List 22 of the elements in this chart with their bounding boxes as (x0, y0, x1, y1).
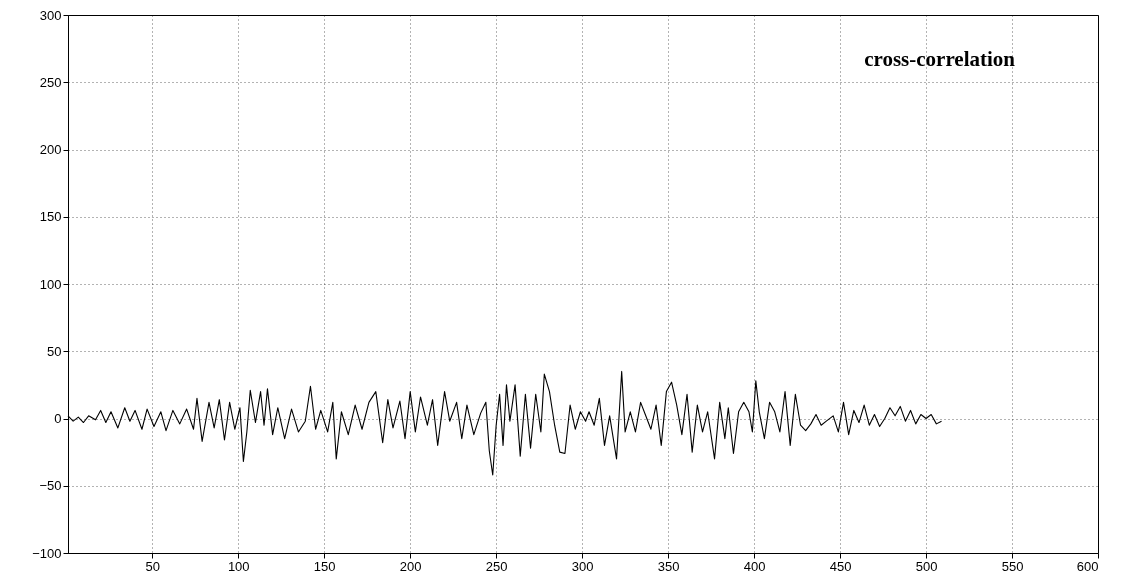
y-tick-label: 100 (39, 276, 62, 292)
x-tick-label: 400 (743, 558, 766, 574)
y-tick-label: 250 (39, 74, 62, 90)
x-tick-label: 250 (485, 558, 508, 574)
x-tick-label: 300 (571, 558, 594, 574)
x-tick-label: 500 (915, 558, 938, 574)
y-tick-label: −50 (39, 478, 62, 494)
x-tick-label: 350 (657, 558, 680, 574)
y-tick-label: 150 (39, 209, 62, 225)
y-tick-label: 200 (39, 142, 62, 157)
y-tick-label: 50 (47, 343, 62, 359)
x-tick-label: 600 (1076, 558, 1099, 574)
x-tick-label: 100 (227, 558, 250, 574)
annotation: cross-correlation (864, 47, 1016, 71)
x-tick-label: 550 (1001, 558, 1024, 574)
y-tick-label: 300 (39, 7, 62, 23)
x-tick-label: 450 (829, 558, 852, 574)
y-tick-label: 0 (54, 411, 62, 426)
x-tick-label: 150 (313, 558, 336, 574)
x-tick-label: 50 (145, 558, 160, 574)
y-tick-label: −100 (32, 545, 62, 561)
x-tick-label: 200 (399, 558, 422, 574)
